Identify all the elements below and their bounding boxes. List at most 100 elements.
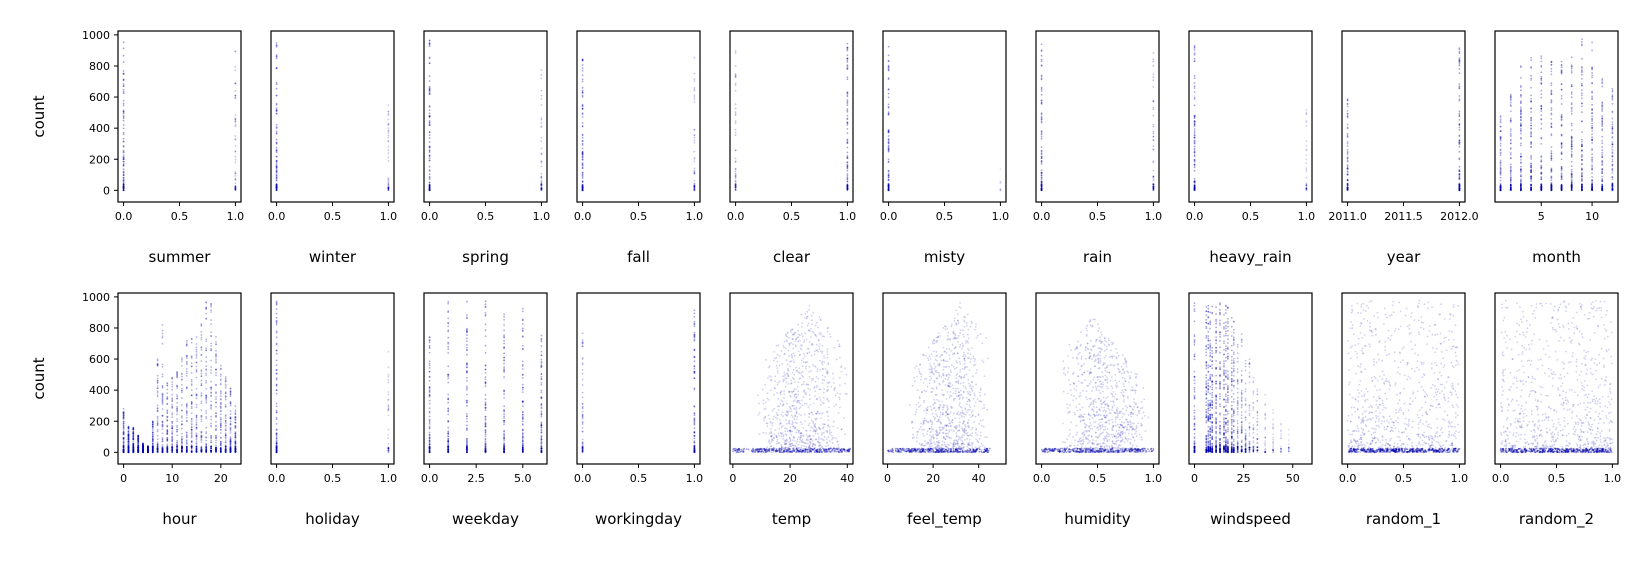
data-points (734, 42, 849, 192)
data-point (484, 364, 487, 367)
data-point (428, 379, 431, 382)
data-point (195, 376, 198, 379)
data-point (219, 442, 222, 445)
data-point (1601, 151, 1604, 154)
data-point (1152, 106, 1155, 109)
x-tick-label: 1.0 (380, 472, 398, 485)
data-point (210, 304, 213, 307)
data-point (466, 329, 468, 331)
data-point (757, 402, 760, 405)
data-point (1591, 168, 1593, 171)
data-point (1152, 99, 1155, 102)
data-point (428, 411, 431, 414)
data-point (466, 349, 468, 351)
data-point (1611, 123, 1614, 126)
data-point (734, 50, 737, 52)
data-point (428, 92, 431, 94)
data-point (1458, 170, 1461, 173)
data-point (275, 183, 278, 186)
data-point (734, 134, 737, 137)
data-point (185, 407, 188, 409)
data-point (190, 445, 193, 447)
data-point (693, 434, 696, 437)
data-point (846, 67, 849, 70)
data-point (132, 450, 135, 453)
data-point (766, 425, 769, 428)
data-point (387, 183, 390, 185)
data-point (1540, 57, 1543, 60)
data-point (171, 398, 174, 401)
data-point (734, 149, 737, 152)
data-point (999, 168, 1002, 171)
data-point (229, 420, 232, 423)
data-point (484, 323, 487, 326)
data-point (521, 405, 524, 407)
data-point (1591, 112, 1593, 115)
data-point (1601, 142, 1604, 145)
data-point (801, 322, 803, 324)
data-point (521, 438, 524, 440)
data-point (275, 389, 278, 392)
data-point (122, 174, 125, 177)
data-point (185, 361, 188, 363)
data-point (275, 142, 278, 145)
data-point (166, 411, 169, 414)
data-point (1499, 139, 1502, 142)
data-point (790, 379, 792, 382)
data-point (428, 431, 431, 434)
data-point (210, 366, 213, 368)
data-point (176, 444, 179, 446)
x-tick-label: 0.0 (1033, 210, 1051, 223)
data-point (773, 407, 775, 410)
data-point (1570, 56, 1573, 59)
data-point (581, 58, 584, 61)
data-point (387, 366, 390, 368)
data-point (1193, 163, 1196, 166)
data-point (1601, 105, 1604, 107)
data-point (234, 158, 237, 161)
data-point (205, 439, 208, 442)
data-point (1560, 71, 1563, 74)
data-point (234, 178, 237, 181)
data-point (1499, 188, 1502, 191)
data-point (215, 414, 217, 417)
data-point (1346, 116, 1349, 119)
data-point (275, 316, 278, 319)
x-tick-label: 2.5 (467, 472, 485, 485)
data-point (275, 44, 278, 46)
data-point (447, 446, 450, 448)
data-point (215, 450, 217, 452)
data-point (1040, 102, 1043, 104)
data-point (156, 381, 159, 384)
data-point (387, 177, 390, 180)
data-point (275, 149, 278, 151)
data-point (219, 432, 222, 434)
data-points (428, 300, 543, 454)
data-point (734, 149, 737, 152)
data-point (428, 75, 431, 78)
data-point (1458, 98, 1461, 100)
data-point (387, 373, 390, 376)
data-point (540, 94, 543, 97)
data-point (1152, 175, 1155, 178)
data-point (1581, 167, 1583, 170)
data-point (1152, 86, 1155, 88)
data-point (734, 128, 737, 131)
data-point (484, 433, 487, 436)
data-point (161, 335, 164, 338)
data-point (1570, 165, 1573, 168)
data-point (215, 368, 217, 371)
data-point (466, 401, 468, 404)
data-point (190, 337, 193, 340)
data-point (1509, 110, 1512, 112)
data-point (1152, 58, 1155, 61)
data-point (785, 347, 787, 350)
data-point (503, 450, 505, 452)
data-point (540, 373, 543, 375)
data-point (466, 393, 468, 396)
data-point (122, 158, 125, 161)
data-point (846, 92, 849, 94)
data-point (825, 445, 827, 448)
data-point (887, 160, 890, 163)
x-tick-label: 0.0 (115, 210, 133, 223)
